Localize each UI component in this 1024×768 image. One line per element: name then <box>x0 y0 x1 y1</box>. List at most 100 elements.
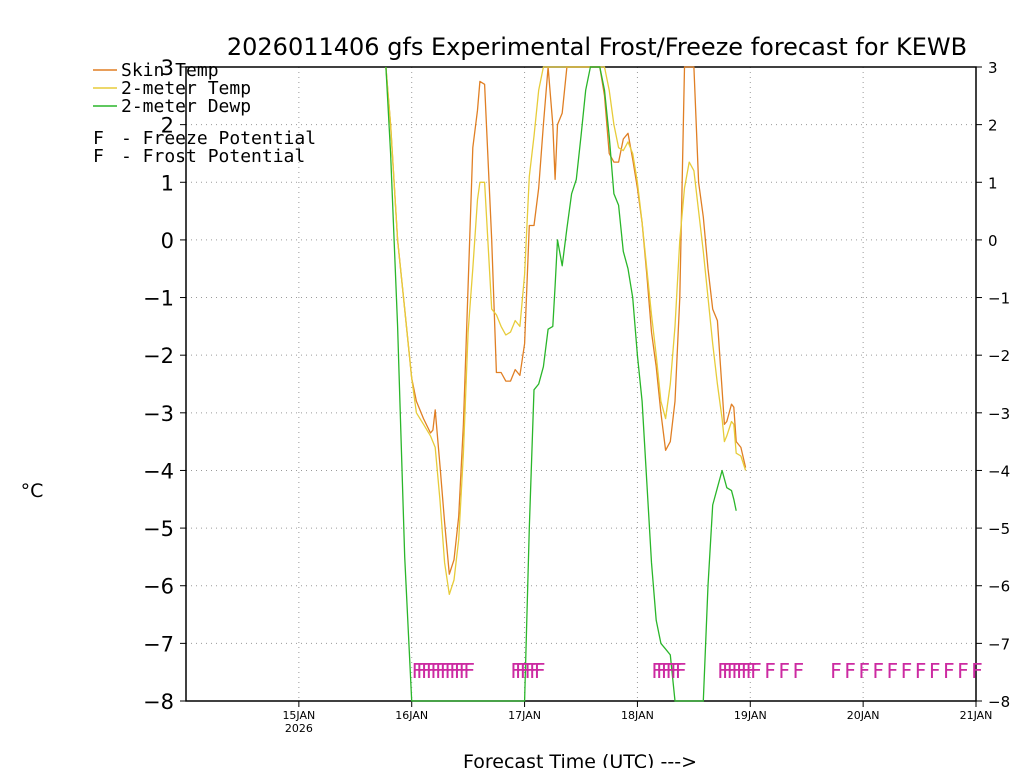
freeze-flag-mark: F <box>515 659 527 683</box>
y-tick-label: 0 <box>161 229 174 253</box>
y-tick-label: −5 <box>143 517 174 541</box>
freeze-flag-mark: F <box>426 659 438 683</box>
y-axis-left: −8 −7 −6 −5 −4 −3 −2 −1 0 1 2 3 <box>143 56 186 714</box>
y-tick-label: −3 <box>143 402 174 426</box>
freeze-flag-mark: F <box>722 659 734 683</box>
y-axis-label: °C <box>21 480 44 502</box>
y-tick-label-right: 0 <box>988 232 998 250</box>
freeze-flag-mark: F <box>445 659 457 683</box>
legend-item-skin-temp: Skin Temp <box>93 60 219 81</box>
freeze-flag-mark: F <box>670 659 682 683</box>
freeze-potential-letter: F <box>93 128 104 149</box>
freeze-flag-mark: F <box>529 659 541 683</box>
freeze-flag-mark: F <box>971 659 983 683</box>
freeze-flag-mark: F <box>901 659 913 683</box>
freeze-flag-mark: F <box>793 659 805 683</box>
freeze-flag-mark: F <box>656 659 668 683</box>
legend-label-2m-dewp: 2-meter Dewp <box>121 96 251 117</box>
freeze-flag-mark: F <box>459 659 471 683</box>
freeze-flag-mark: F <box>652 659 664 683</box>
y-tick-label-right: −6 <box>988 578 1010 596</box>
y-tick-label: −2 <box>143 344 174 368</box>
freeze-flag-mark: F <box>746 659 758 683</box>
legend: Skin Temp 2-meter Temp 2-meter Dewp F - … <box>93 60 316 167</box>
freeze-flag-mark: F <box>741 659 753 683</box>
freeze-flag-mark: F <box>844 659 856 683</box>
series-line-2-meter-dewp <box>385 66 737 702</box>
freeze-flag-mark: F <box>943 659 955 683</box>
freeze-flag-mark: F <box>858 659 870 683</box>
freeze-flag-mark: F <box>717 659 729 683</box>
y-tick-label: −7 <box>143 632 174 656</box>
freeze-flag-mark: F <box>873 659 885 683</box>
y-tick-label: −8 <box>143 690 174 714</box>
legend-frost-potential: F - Frost Potential <box>93 146 305 167</box>
freeze-flag-mark: F <box>727 659 739 683</box>
legend-item-2m-temp: 2-meter Temp <box>93 78 251 99</box>
y-tick-label: −6 <box>143 575 174 599</box>
y-axis-right: −8 −7 −6 −5 −4 −3 −2 −1 0 1 2 3 <box>976 59 1010 711</box>
freeze-flag-mark: F <box>449 659 461 683</box>
freeze-flag-mark: F <box>520 659 532 683</box>
y-tick-label-right: −4 <box>988 462 1010 480</box>
freeze-flag-mark: F <box>510 659 522 683</box>
freeze-flag-mark: F <box>731 659 743 683</box>
y-tick-label-right: 1 <box>988 174 998 192</box>
freeze-flag-mark: F <box>435 659 447 683</box>
y-tick-label-right: −8 <box>988 693 1010 711</box>
freeze-flag-mark: F <box>957 659 969 683</box>
y-tick-label-right: 2 <box>988 117 998 135</box>
y-tick-label-right: −5 <box>988 520 1010 538</box>
freeze-flag-mark: F <box>929 659 941 683</box>
freeze-flag-mark: F <box>830 659 842 683</box>
y-tick-label-right: 3 <box>988 59 998 77</box>
freeze-flag-mark: F <box>525 659 537 683</box>
chart-title: 2026011406 gfs Experimental Frost/Freeze… <box>227 33 967 61</box>
freeze-potential-text: - Freeze Potential <box>121 128 316 149</box>
x-tick-label: 19JAN <box>734 709 767 722</box>
y-tick-label-right: −1 <box>988 290 1010 308</box>
series-group <box>385 66 747 702</box>
x-tick-label: 17JAN <box>508 709 541 722</box>
freeze-flag-mark: F <box>915 659 927 683</box>
y-tick-label: −1 <box>143 287 174 311</box>
freeze-flag-mark: F <box>736 659 748 683</box>
freeze-flag-mark: F <box>421 659 433 683</box>
freeze-flag-mark: F <box>887 659 899 683</box>
freeze-flag-mark: F <box>412 659 424 683</box>
y-tick-label: −4 <box>143 459 174 483</box>
freeze-flag-mark: F <box>666 659 678 683</box>
x-tick-sublabel: 2026 <box>285 722 313 735</box>
freeze-flag-mark: F <box>764 659 776 683</box>
series-line-2-meter-temp <box>385 66 747 596</box>
freeze-flag-mark: F <box>440 659 452 683</box>
freeze-flag-mark: F <box>431 659 443 683</box>
freeze-flag-mark: F <box>675 659 687 683</box>
freeze-flag-mark: F <box>750 659 762 683</box>
x-tick-label: 18JAN <box>621 709 654 722</box>
x-tick-label: 21JAN <box>960 709 993 722</box>
y-tick-label-right: −3 <box>988 405 1010 423</box>
legend-item-2m-dewp: 2-meter Dewp <box>93 96 251 117</box>
freeze-flag-mark: F <box>661 659 673 683</box>
y-tick-label-right: −7 <box>988 635 1010 653</box>
x-tick-label: 20JAN <box>847 709 880 722</box>
y-tick-label: 2 <box>161 114 174 138</box>
freeze-flag-mark: F <box>416 659 428 683</box>
y-tick-label: 3 <box>161 56 174 80</box>
legend-label-2m-temp: 2-meter Temp <box>121 78 251 99</box>
y-tick-label: 1 <box>161 171 174 195</box>
freeze-flag-mark: F <box>534 659 546 683</box>
x-tick-label: 15JAN <box>282 709 315 722</box>
x-tick-label: 16JAN <box>395 709 428 722</box>
y-tick-label-right: −2 <box>988 347 1010 365</box>
legend-freeze-potential: F - Freeze Potential <box>93 128 316 149</box>
freeze-flag-mark: F <box>779 659 791 683</box>
frost-potential-text: - Frost Potential <box>121 146 305 167</box>
legend-label-skin-temp: Skin Temp <box>121 60 219 81</box>
frost-potential-letter: F <box>93 146 104 167</box>
x-axis-label: Forecast Time (UTC) ---> <box>463 751 697 768</box>
